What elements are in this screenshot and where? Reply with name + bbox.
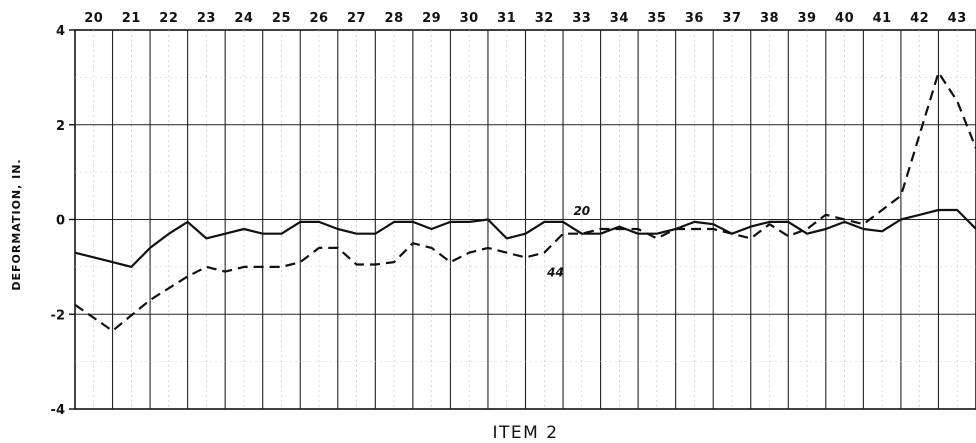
grid <box>74 30 976 409</box>
y-tick-label: 4 <box>56 24 65 39</box>
x-tick-label: 25 <box>272 11 291 26</box>
x-tick-label: 33 <box>572 11 591 26</box>
y-tick-labels: -4 -2 0 2 4 <box>51 24 75 418</box>
x-tick-label: 20 <box>84 11 103 26</box>
series-annotation: 44 <box>546 265 564 279</box>
y-tick-label: -2 <box>51 308 65 323</box>
x-axis-label: ITEM 2 <box>492 423 558 443</box>
x-tick-label: 22 <box>159 11 178 26</box>
x-tick-label: 39 <box>798 11 817 26</box>
x-tick-label: 21 <box>122 11 141 26</box>
x-tick-label: 42 <box>910 11 929 26</box>
x-tick-label: 40 <box>835 11 854 26</box>
x-tick-label: 38 <box>760 11 779 26</box>
y-tick-label: 2 <box>56 119 65 134</box>
x-tick-label: 35 <box>647 11 666 26</box>
y-axis-label: DEFORMATION, IN. <box>10 158 23 290</box>
series-line-44 <box>74 71 976 332</box>
x-tick-label: 27 <box>347 11 366 26</box>
x-tick-label: 32 <box>535 11 554 26</box>
series-line-20 <box>74 208 976 268</box>
x-tick-label: 30 <box>460 11 479 26</box>
y-tick-label: 0 <box>56 214 65 229</box>
x-tick-labels: 20 21 22 23 24 25 26 27 28 29 30 31 32 33 34 35 36 37 38 39… <box>84 11 967 26</box>
x-tick-label: 43 <box>948 11 967 26</box>
x-tick-label: 37 <box>722 11 741 26</box>
x-tick-label: 29 <box>422 11 441 26</box>
series-annotation: 20 <box>573 204 590 218</box>
x-tick-label: 24 <box>234 11 253 26</box>
x-tick-label: 26 <box>309 11 328 26</box>
y-tick-label: -4 <box>51 403 65 418</box>
series-lines <box>74 71 976 332</box>
x-tick-label: 23 <box>197 11 216 26</box>
x-tick-label: 36 <box>685 11 704 26</box>
x-tick-label: 41 <box>873 11 892 26</box>
x-tick-label: 28 <box>385 11 404 26</box>
x-tick-label: 34 <box>610 11 629 26</box>
x-tick-label: 31 <box>497 11 516 26</box>
